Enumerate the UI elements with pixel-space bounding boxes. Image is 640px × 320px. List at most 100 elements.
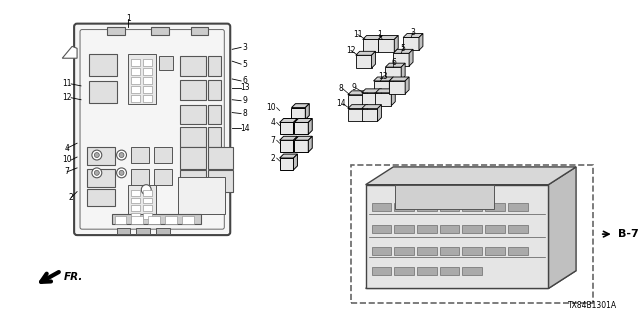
Bar [372,225,391,233]
Bar [463,267,482,275]
Polygon shape [348,91,367,95]
Bar [417,225,436,233]
Text: 11: 11 [353,30,362,39]
Bar [115,216,127,224]
Bar [207,105,221,124]
Bar [463,204,482,212]
Text: 14: 14 [336,99,346,108]
Text: 10: 10 [266,103,276,112]
Circle shape [94,153,99,157]
Bar [351,165,593,303]
Bar [291,108,305,119]
Polygon shape [291,104,309,108]
Polygon shape [294,118,298,134]
Polygon shape [364,91,367,108]
Bar [417,267,436,275]
Polygon shape [305,104,309,119]
Bar [363,39,378,52]
Polygon shape [294,154,298,170]
Bar [89,54,116,76]
Bar [394,267,414,275]
Polygon shape [394,36,398,52]
Text: 3: 3 [411,28,415,37]
Bar [508,225,527,233]
Bar [143,205,152,212]
Bar [294,140,308,152]
Bar [362,93,378,106]
Text: 5: 5 [401,44,406,53]
Bar [182,216,194,224]
Polygon shape [294,136,312,140]
Polygon shape [280,136,298,140]
Circle shape [92,168,102,178]
Text: 14: 14 [240,124,250,133]
Bar [178,177,225,214]
Bar [180,80,205,100]
Bar [129,185,156,222]
Bar [356,55,372,68]
Bar [159,56,173,70]
Polygon shape [403,34,423,37]
Bar [207,170,233,192]
Bar [131,68,140,75]
Bar [143,86,152,93]
Bar [191,27,209,35]
Polygon shape [378,89,381,106]
Polygon shape [362,89,381,93]
Bar [394,225,414,233]
Polygon shape [364,105,367,122]
Text: FR.: FR. [64,272,84,282]
Bar [372,247,391,255]
Polygon shape [376,89,396,93]
Polygon shape [362,105,381,108]
Bar [143,59,152,66]
Text: 2: 2 [271,154,276,163]
Text: 13: 13 [379,71,388,81]
Polygon shape [378,105,381,122]
Text: 12: 12 [63,93,72,102]
Polygon shape [389,77,409,81]
Bar [365,185,548,288]
Bar [396,185,494,209]
Bar [87,189,115,206]
Text: 8: 8 [339,84,343,93]
Polygon shape [365,271,576,288]
Bar [131,197,140,204]
Circle shape [141,185,151,195]
Polygon shape [294,118,312,123]
Text: 11: 11 [63,79,72,88]
Polygon shape [389,77,393,94]
Polygon shape [405,77,409,94]
Circle shape [119,170,124,175]
Bar [485,225,505,233]
Bar [207,80,221,100]
Bar [207,127,221,147]
Bar [280,140,294,152]
Text: 10: 10 [62,156,72,164]
Text: 1: 1 [126,14,131,23]
Bar [374,81,389,94]
Bar [107,27,125,35]
Bar [348,108,364,122]
Polygon shape [308,118,312,134]
Polygon shape [548,167,576,288]
Bar [440,267,460,275]
Text: 12: 12 [346,46,356,55]
Bar [440,204,460,212]
Text: 8: 8 [243,109,248,118]
Bar [180,56,205,76]
Polygon shape [378,36,398,39]
Circle shape [116,168,127,178]
Bar [485,204,505,212]
Bar [376,93,391,106]
Polygon shape [356,51,376,55]
Bar [180,147,205,169]
Polygon shape [378,36,383,52]
Bar [143,95,152,102]
Bar [131,59,140,66]
Polygon shape [374,77,393,81]
Bar [143,213,152,219]
Bar [180,170,205,192]
Bar [165,216,177,224]
Circle shape [116,150,127,160]
